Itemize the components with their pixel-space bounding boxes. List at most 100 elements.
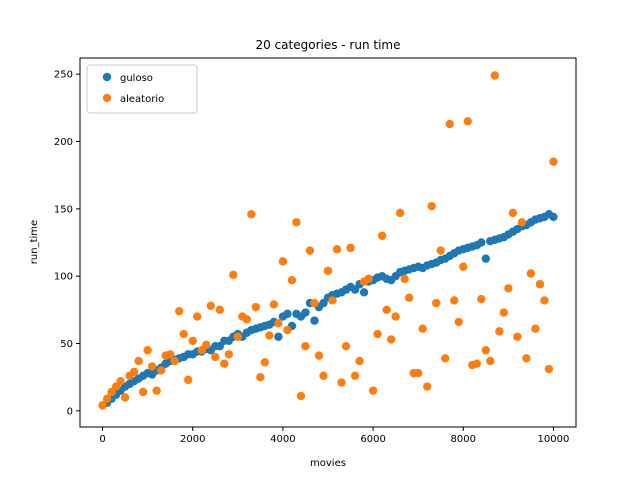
data-point-aleatorio bbox=[152, 386, 161, 395]
data-point-aleatorio bbox=[544, 364, 554, 374]
data-point-aleatorio bbox=[373, 329, 382, 339]
data-point-aleatorio bbox=[156, 366, 166, 375]
data-point-guloso bbox=[283, 309, 292, 319]
data-point-guloso bbox=[549, 212, 558, 222]
data-point-aleatorio bbox=[391, 312, 400, 321]
y-tick-label: 50 bbox=[60, 339, 73, 350]
data-point-aleatorio bbox=[179, 329, 188, 339]
data-point-aleatorio bbox=[549, 157, 558, 166]
data-point-aleatorio bbox=[454, 317, 463, 327]
data-point-aleatorio bbox=[540, 296, 549, 305]
data-point-aleatorio bbox=[129, 367, 139, 376]
data-point-aleatorio bbox=[364, 274, 373, 284]
data-point-guloso bbox=[359, 288, 369, 297]
y-tick-label: 250 bbox=[54, 70, 73, 81]
data-point-aleatorio bbox=[526, 269, 536, 278]
data-point-aleatorio bbox=[477, 294, 486, 304]
data-point-aleatorio bbox=[513, 332, 522, 341]
data-point-aleatorio bbox=[531, 324, 540, 333]
data-point-aleatorio bbox=[495, 327, 504, 336]
data-point-aleatorio bbox=[188, 336, 197, 346]
data-point-aleatorio bbox=[242, 315, 252, 324]
data-point-aleatorio bbox=[260, 358, 270, 367]
data-point-aleatorio bbox=[355, 356, 364, 366]
x-axis: 0 2000 4000 6000 8000 10000 bbox=[99, 427, 569, 445]
data-point-aleatorio bbox=[323, 266, 333, 275]
data-point-aleatorio bbox=[269, 300, 279, 309]
data-point-aleatorio bbox=[445, 119, 454, 129]
data-point-aleatorio bbox=[165, 350, 175, 359]
x-tick-label: 10000 bbox=[538, 434, 570, 445]
data-point-aleatorio bbox=[229, 270, 238, 280]
data-point-aleatorio bbox=[481, 346, 491, 355]
y-tick-label: 0 bbox=[67, 406, 73, 417]
data-point-aleatorio bbox=[377, 231, 387, 240]
y-tick-label: 100 bbox=[54, 272, 73, 283]
data-point-aleatorio bbox=[143, 346, 152, 355]
x-tick-label: 4000 bbox=[270, 434, 295, 445]
data-point-aleatorio bbox=[341, 341, 351, 351]
plot-area bbox=[98, 71, 558, 410]
y-tick-label: 200 bbox=[54, 137, 73, 148]
data-point-aleatorio bbox=[283, 325, 292, 335]
data-point-aleatorio bbox=[463, 117, 472, 126]
data-point-guloso bbox=[301, 308, 310, 317]
data-point-guloso bbox=[481, 254, 491, 263]
data-point-aleatorio bbox=[314, 351, 324, 360]
data-point-guloso bbox=[274, 332, 283, 341]
plot-frame bbox=[79, 57, 577, 428]
series-guloso bbox=[98, 210, 558, 410]
data-point-aleatorio bbox=[346, 243, 355, 253]
data-point-guloso bbox=[310, 316, 319, 325]
data-point-aleatorio bbox=[441, 354, 450, 363]
data-point-aleatorio bbox=[305, 246, 315, 255]
data-point-aleatorio bbox=[486, 356, 495, 366]
data-point-aleatorio bbox=[328, 296, 337, 305]
data-point-aleatorio bbox=[522, 354, 531, 363]
data-point-aleatorio bbox=[535, 280, 545, 289]
data-point-aleatorio bbox=[436, 246, 445, 255]
data-point-aleatorio bbox=[102, 394, 112, 403]
data-point-aleatorio bbox=[517, 218, 527, 227]
x-axis-label: movies bbox=[310, 458, 346, 469]
data-point-aleatorio bbox=[508, 208, 518, 218]
data-point-aleatorio bbox=[459, 262, 468, 271]
legend-box bbox=[86, 64, 198, 114]
data-point-aleatorio bbox=[350, 371, 360, 381]
data-point-aleatorio bbox=[256, 372, 265, 382]
data-point-aleatorio bbox=[499, 308, 509, 317]
data-point-aleatorio bbox=[120, 393, 130, 402]
data-point-aleatorio bbox=[265, 331, 274, 340]
data-point-aleatorio bbox=[472, 359, 481, 368]
data-point-aleatorio bbox=[147, 362, 157, 371]
data-point-aleatorio bbox=[278, 257, 288, 266]
data-point-aleatorio bbox=[319, 371, 328, 381]
x-tick-label: 2000 bbox=[180, 434, 205, 445]
data-point-aleatorio bbox=[224, 350, 233, 359]
data-point-aleatorio bbox=[274, 319, 283, 328]
data-point-aleatorio bbox=[450, 296, 459, 305]
data-point-aleatorio bbox=[206, 301, 215, 310]
series-aleatorio bbox=[98, 71, 558, 410]
y-axis-label: run_time bbox=[29, 220, 40, 264]
legend-label-guloso: guloso bbox=[120, 73, 153, 84]
y-axis: 0 50 100 150 200 250 bbox=[54, 70, 80, 417]
data-point-aleatorio bbox=[175, 306, 184, 316]
data-point-aleatorio bbox=[247, 210, 256, 219]
data-point-aleatorio bbox=[292, 218, 301, 227]
data-point-aleatorio bbox=[404, 293, 414, 302]
data-point-guloso bbox=[477, 238, 486, 247]
data-point-aleatorio bbox=[413, 368, 423, 378]
data-point-aleatorio bbox=[220, 359, 229, 368]
chart-title: 20 categories - run time bbox=[255, 38, 400, 52]
data-point-aleatorio bbox=[301, 341, 310, 351]
legend-marker-guloso bbox=[102, 72, 112, 82]
data-point-aleatorio bbox=[432, 298, 441, 308]
data-point-aleatorio bbox=[382, 305, 391, 315]
y-tick-label: 150 bbox=[54, 204, 73, 215]
data-point-aleatorio bbox=[193, 312, 202, 321]
data-point-aleatorio bbox=[170, 356, 179, 366]
legend-label-aleatorio: aleatorio bbox=[120, 94, 164, 105]
data-point-aleatorio bbox=[138, 387, 148, 397]
